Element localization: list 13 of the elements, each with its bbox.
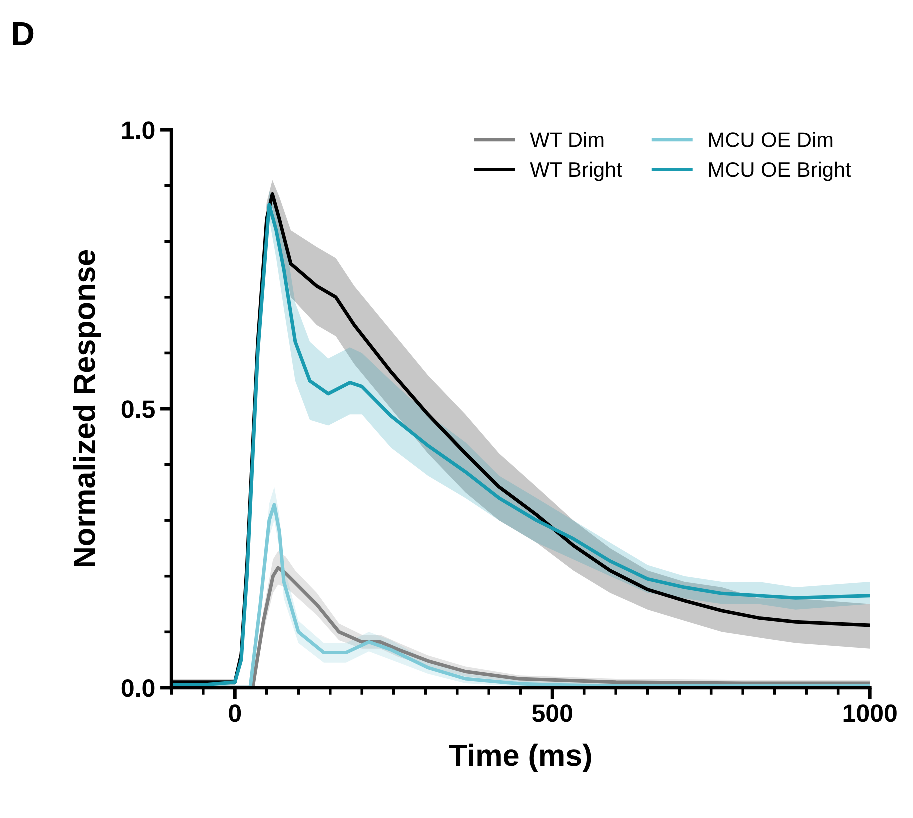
legend-label: WT Bright	[530, 162, 622, 182]
legend-label: WT Dim	[530, 132, 604, 148]
x-tick-label: 0	[229, 704, 242, 722]
y-tick-label: 1.0	[122, 122, 155, 140]
legend-label: MCU OE Bright	[710, 162, 852, 182]
y-tick-label: 0.5	[122, 400, 155, 418]
legend-label: MCU OE Dim	[710, 132, 833, 148]
x-axis-title: Time (ms)	[449, 744, 592, 772]
x-tick-label: 1000	[844, 704, 897, 722]
y-axis-title: Normalized Response	[72, 250, 102, 567]
x-tick-label: 500	[532, 704, 572, 722]
text: D	[13, 22, 34, 46]
y-tick-label: 0.0	[122, 680, 155, 698]
